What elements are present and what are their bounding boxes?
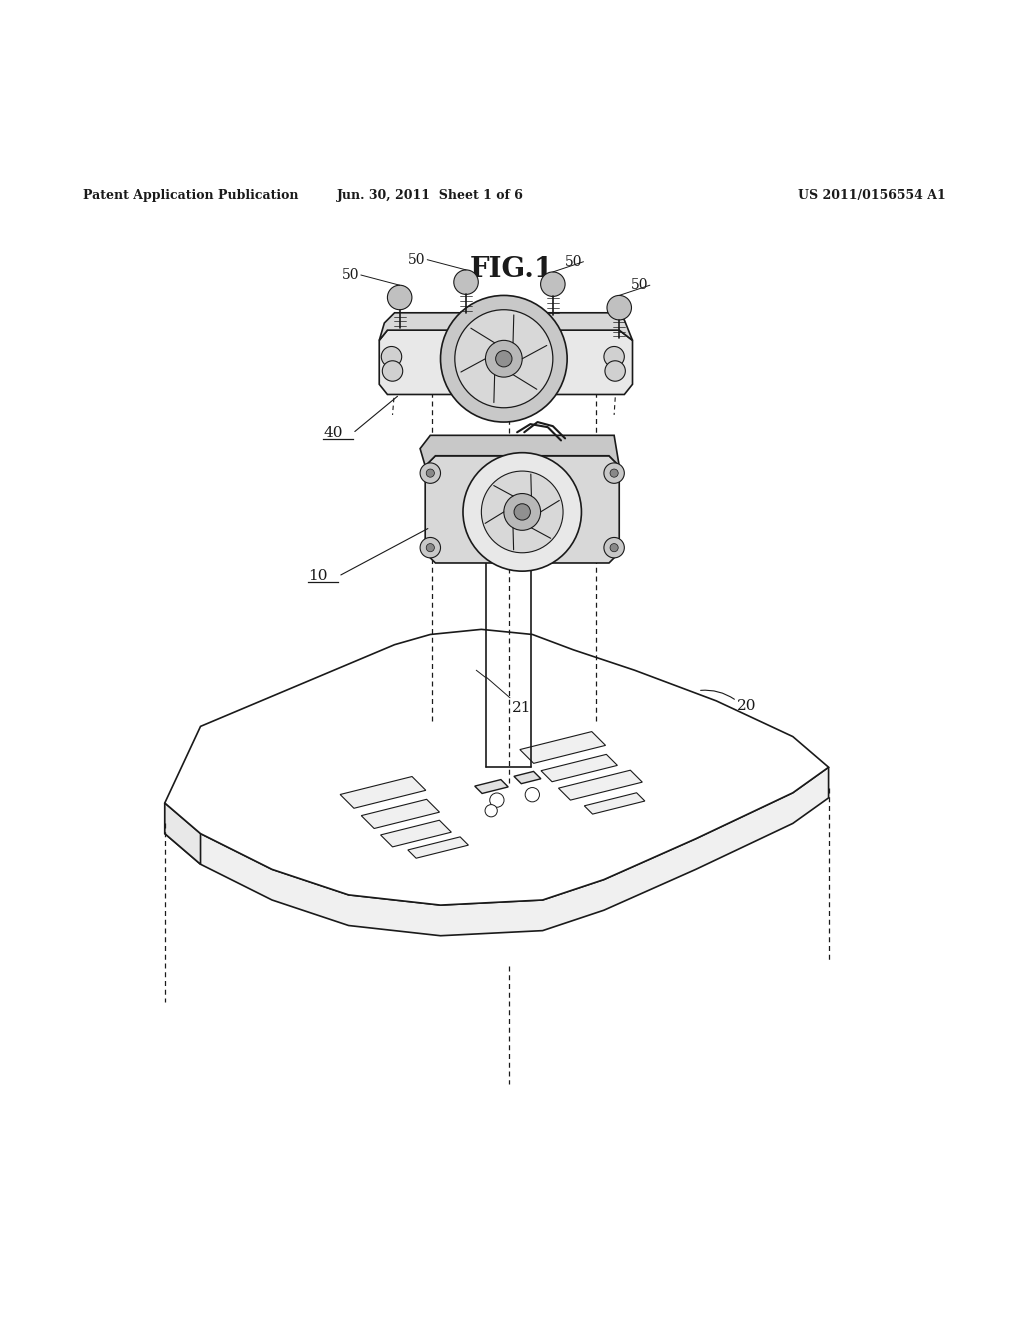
Text: 50: 50 (564, 255, 582, 269)
Polygon shape (379, 313, 633, 341)
Text: 21: 21 (512, 701, 531, 715)
Circle shape (485, 805, 498, 817)
Polygon shape (541, 754, 617, 781)
Text: Jun. 30, 2011  Sheet 1 of 6: Jun. 30, 2011 Sheet 1 of 6 (337, 189, 523, 202)
Circle shape (605, 360, 626, 381)
Circle shape (382, 360, 402, 381)
Circle shape (381, 346, 401, 367)
Text: 10: 10 (308, 569, 328, 583)
Circle shape (426, 544, 434, 552)
Circle shape (610, 544, 618, 552)
Polygon shape (514, 771, 541, 784)
Polygon shape (520, 731, 605, 763)
Circle shape (541, 272, 565, 297)
Polygon shape (420, 436, 620, 466)
Circle shape (496, 351, 512, 367)
Polygon shape (408, 837, 468, 858)
Circle shape (604, 537, 625, 558)
Polygon shape (379, 330, 633, 395)
Text: Patent Application Publication: Patent Application Publication (83, 189, 299, 202)
Polygon shape (558, 770, 642, 800)
Polygon shape (425, 455, 620, 564)
Circle shape (604, 346, 625, 367)
Circle shape (485, 341, 522, 378)
Circle shape (454, 269, 478, 294)
Text: US 2011/0156554 A1: US 2011/0156554 A1 (798, 189, 946, 202)
Circle shape (514, 504, 530, 520)
Circle shape (489, 793, 504, 808)
Circle shape (607, 296, 632, 319)
Circle shape (440, 296, 567, 422)
Circle shape (504, 494, 541, 531)
Text: 40: 40 (324, 426, 343, 441)
Polygon shape (381, 820, 452, 847)
Circle shape (387, 285, 412, 310)
Text: 50: 50 (409, 252, 426, 267)
Text: FIG.1: FIG.1 (470, 256, 554, 284)
Polygon shape (165, 630, 828, 906)
Polygon shape (361, 800, 439, 829)
Polygon shape (340, 776, 426, 808)
Polygon shape (585, 793, 645, 814)
Text: 20: 20 (736, 700, 756, 713)
Circle shape (420, 537, 440, 558)
Circle shape (455, 310, 553, 408)
Circle shape (463, 453, 582, 572)
Polygon shape (475, 780, 508, 793)
Circle shape (610, 469, 618, 478)
Circle shape (420, 463, 440, 483)
Text: 50: 50 (342, 268, 359, 282)
Circle shape (604, 463, 625, 483)
Circle shape (481, 471, 563, 553)
Text: 50: 50 (631, 279, 648, 292)
Circle shape (525, 788, 540, 801)
Circle shape (426, 469, 434, 478)
Polygon shape (165, 767, 828, 936)
Polygon shape (165, 803, 201, 865)
